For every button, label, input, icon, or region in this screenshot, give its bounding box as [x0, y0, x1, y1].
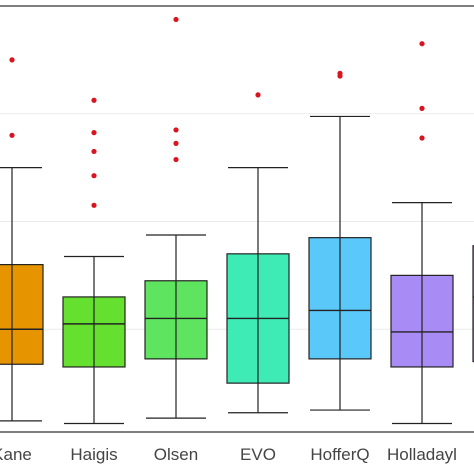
- outlier-point: [337, 70, 343, 76]
- x-axis-tick-labels: Kane Haigis Olsen EVO HofferQ Holladayl: [0, 445, 457, 464]
- outlier-point: [419, 105, 425, 111]
- outlier-point: [91, 173, 97, 179]
- box-holladayl: [390, 41, 454, 425]
- outlier-point: [173, 16, 179, 23]
- outlier-point: [9, 57, 15, 63]
- outlier-point: [9, 132, 15, 138]
- box-series: [0, 16, 474, 425]
- x-tick-label-hofferq: HofferQ: [310, 445, 369, 464]
- x-tick-label-holladayl: Holladayl: [387, 445, 457, 464]
- outlier-point: [173, 156, 179, 163]
- box-kane: [0, 57, 44, 422]
- outlier-point: [419, 135, 425, 141]
- x-tick-label-haigis: Haigis: [70, 445, 117, 464]
- outlier-point: [173, 127, 179, 133]
- outlier-point: [173, 140, 179, 146]
- outlier-point: [91, 148, 97, 155]
- box-olsen: [144, 16, 208, 419]
- interquartile-box: [0, 264, 44, 365]
- plot-frame: [0, 5, 474, 433]
- x-tick-label-kane: Kane: [0, 445, 32, 464]
- x-tick-label-evo: EVO: [240, 445, 276, 464]
- outlier-point: [91, 202, 97, 208]
- outlier-point: [255, 92, 261, 98]
- outlier-point: [91, 97, 97, 103]
- outlier-point: [419, 41, 425, 47]
- outlier-point: [91, 130, 97, 136]
- x-tick-label-olsen: Olsen: [154, 445, 198, 464]
- box-haigis: [62, 97, 126, 425]
- box-evo: [226, 92, 290, 414]
- box-hofferq: [308, 70, 372, 411]
